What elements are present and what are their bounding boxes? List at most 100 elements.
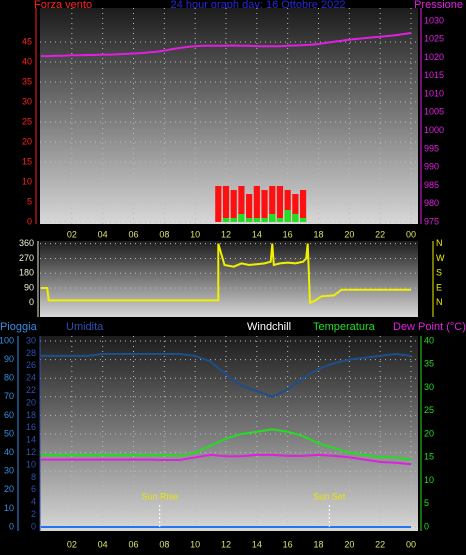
y-tick-label: 0 — [9, 521, 14, 531]
y-tick-label: 100 — [0, 335, 14, 345]
y3-tick-label: 30 — [26, 335, 36, 345]
y2-tick-label: N — [436, 238, 443, 248]
y-tick-label: 40 — [22, 56, 32, 66]
x-tick-label: 08 — [159, 539, 169, 549]
bar — [269, 214, 276, 222]
y3-tick-label: 28 — [26, 348, 36, 358]
x-tick-label: 18 — [313, 229, 323, 239]
bar — [261, 190, 268, 222]
bar — [238, 186, 245, 222]
x-tick-label: 08 — [159, 229, 169, 239]
x-tick-label: 02 — [67, 539, 77, 549]
y3-tick-label: 4 — [31, 497, 36, 507]
bar — [300, 218, 307, 222]
x-tick-label: 00 — [406, 229, 416, 239]
chart-title: 24 hour graph day: 16 Ottobre 2022 — [171, 0, 346, 11]
x-tick-label: 16 — [283, 229, 293, 239]
bar — [246, 218, 253, 222]
plot-area — [40, 241, 418, 317]
y2-tick-label: 25 — [424, 405, 434, 415]
x-tick-label: 06 — [128, 539, 138, 549]
x-tick-label: 22 — [375, 229, 385, 239]
x-tick-label: 20 — [344, 539, 354, 549]
y3-tick-label: 20 — [26, 397, 36, 407]
bar — [292, 214, 299, 222]
bar — [292, 194, 299, 222]
y2-tick-label: 1010 — [424, 88, 444, 98]
x-tick-label: 16 — [283, 539, 293, 549]
y2-axis-title: Pressione — [414, 0, 463, 11]
y-tick-label: 20 — [4, 484, 14, 494]
x-tick-label: 22 — [375, 539, 385, 549]
y2-tick-label: 10 — [424, 475, 434, 485]
series-label: Dew Point (°C) — [393, 321, 466, 333]
y2-tick-label: N — [436, 297, 443, 307]
y-tick-label: 180 — [19, 268, 34, 278]
series-label: Pioggia — [0, 321, 38, 333]
y-tick-label: 10 — [22, 176, 32, 186]
y-tick-label: 0 — [27, 216, 32, 226]
y-tick-label: 45 — [22, 36, 32, 46]
y2-tick-label: 20 — [424, 428, 434, 438]
y2-tick-label: 30 — [424, 382, 434, 392]
y-tick-label: 10 — [4, 503, 14, 513]
y2-tick-label: 1030 — [424, 15, 444, 25]
x-tick-label: 04 — [98, 229, 108, 239]
y-tick-label: 80 — [4, 373, 14, 383]
y2-tick-label: 1020 — [424, 52, 444, 62]
series-label: Windchill — [247, 321, 291, 333]
y2-tick-label: 995 — [424, 143, 439, 153]
x-tick-label: 14 — [252, 229, 262, 239]
line — [41, 243, 411, 305]
y2-tick-label: E — [436, 282, 442, 292]
y-tick-label: 35 — [22, 76, 32, 86]
y3-tick-label: 16 — [26, 422, 36, 432]
line — [41, 428, 412, 461]
x-tick-label: 12 — [221, 539, 231, 549]
x-tick-label: 18 — [313, 539, 323, 549]
bar — [230, 190, 237, 222]
y-tick-label: 70 — [4, 391, 14, 401]
y2-tick-label: 1025 — [424, 34, 444, 44]
y3-tick-label: 12 — [26, 447, 36, 457]
y3-tick-label: 14 — [26, 435, 36, 445]
y2-tick-label: 40 — [424, 335, 434, 345]
bar — [284, 190, 291, 222]
y-tick-label: 20 — [22, 136, 32, 146]
bar — [253, 186, 260, 222]
y-tick-label: 90 — [24, 282, 34, 292]
y2-tick-label: S — [436, 268, 442, 278]
y2-tick-label: 1005 — [424, 107, 444, 117]
y2-tick-label: 1015 — [424, 70, 444, 80]
y2-tick-label: 0 — [424, 521, 429, 531]
y-tick-label: 50 — [4, 428, 14, 438]
y3-tick-label: 0 — [31, 521, 36, 531]
y-tick-label: 15 — [22, 156, 32, 166]
y-tick-label: 30 — [4, 466, 14, 476]
bar — [215, 186, 222, 222]
x-tick-label: 20 — [344, 229, 354, 239]
plot-area — [40, 336, 418, 531]
y-tick-label: 40 — [4, 447, 14, 457]
y-tick-label: 30 — [22, 96, 32, 106]
x-tick-label: 06 — [128, 229, 138, 239]
bar — [261, 218, 268, 222]
y2-tick-label: 985 — [424, 180, 439, 190]
y3-tick-label: 24 — [26, 373, 36, 383]
bar — [238, 214, 245, 222]
y2-tick-label: 990 — [424, 162, 439, 172]
y-tick-label: 360 — [19, 238, 34, 248]
x-tick-label: 10 — [190, 539, 200, 549]
x-tick-label: 12 — [221, 229, 231, 239]
y3-tick-label: 10 — [26, 459, 36, 469]
x-tick-label: 00 — [406, 539, 416, 549]
bar — [269, 186, 276, 222]
x-tick-label: 02 — [67, 229, 77, 239]
y2-tick-label: 975 — [424, 216, 439, 226]
y2-tick-label: 1000 — [424, 125, 444, 135]
y3-tick-label: 22 — [26, 385, 36, 395]
line — [41, 352, 412, 398]
bar — [246, 194, 253, 222]
bar — [222, 218, 230, 222]
